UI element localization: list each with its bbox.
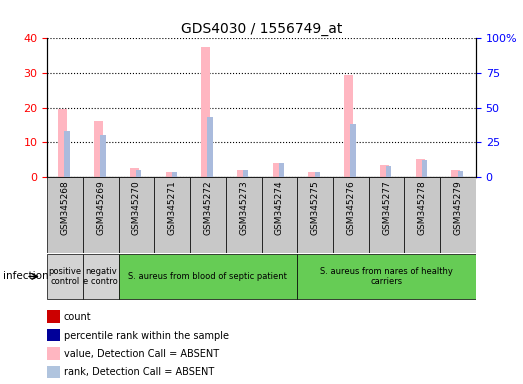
Bar: [297, 177, 333, 253]
Text: value, Detection Call = ABSENT: value, Detection Call = ABSENT: [64, 349, 219, 359]
Bar: [83, 254, 119, 299]
Bar: [237, 170, 246, 177]
Bar: [83, 177, 119, 253]
Bar: [344, 74, 353, 177]
Bar: [47, 254, 83, 299]
Bar: [297, 254, 476, 299]
Bar: [350, 124, 356, 177]
Bar: [422, 160, 427, 177]
Bar: [136, 170, 141, 177]
Bar: [386, 166, 391, 177]
Bar: [207, 117, 213, 177]
Bar: [201, 47, 210, 177]
Text: GSM345270: GSM345270: [132, 180, 141, 235]
Bar: [226, 177, 262, 253]
Text: GSM345279: GSM345279: [453, 180, 462, 235]
Bar: [451, 170, 460, 177]
Text: GSM345269: GSM345269: [96, 180, 105, 235]
Text: negativ
e contro: negativ e contro: [83, 267, 118, 286]
Text: S. aureus from blood of septic patient: S. aureus from blood of septic patient: [129, 272, 287, 281]
Bar: [47, 177, 83, 253]
Bar: [59, 109, 67, 177]
Bar: [119, 177, 154, 253]
Bar: [309, 172, 317, 177]
Bar: [172, 172, 177, 177]
Text: GSM345275: GSM345275: [311, 180, 320, 235]
Text: GSM345274: GSM345274: [275, 180, 284, 235]
Bar: [333, 177, 369, 253]
Title: GDS4030 / 1556749_at: GDS4030 / 1556749_at: [181, 22, 342, 36]
Text: GSM345278: GSM345278: [418, 180, 427, 235]
Text: infection: infection: [3, 271, 48, 281]
Bar: [262, 177, 297, 253]
Text: positive
control: positive control: [48, 267, 82, 286]
Bar: [279, 163, 284, 177]
Bar: [440, 177, 476, 253]
Text: GSM345268: GSM345268: [61, 180, 70, 235]
Bar: [404, 177, 440, 253]
Text: count: count: [64, 312, 92, 322]
Bar: [314, 172, 320, 177]
Text: GSM345272: GSM345272: [203, 180, 212, 235]
Bar: [458, 171, 463, 177]
Bar: [94, 121, 103, 177]
Bar: [369, 177, 404, 253]
Bar: [190, 177, 226, 253]
Bar: [64, 131, 70, 177]
Text: rank, Detection Call = ABSENT: rank, Detection Call = ABSENT: [64, 367, 214, 377]
Bar: [166, 172, 175, 177]
Text: percentile rank within the sample: percentile rank within the sample: [64, 331, 229, 341]
Bar: [273, 163, 282, 177]
Bar: [100, 135, 106, 177]
Bar: [416, 159, 425, 177]
Text: S. aureus from nares of healthy
carriers: S. aureus from nares of healthy carriers: [320, 267, 453, 286]
Bar: [119, 254, 297, 299]
Bar: [130, 168, 139, 177]
Text: GSM345273: GSM345273: [239, 180, 248, 235]
Bar: [154, 177, 190, 253]
Bar: [380, 164, 389, 177]
Text: GSM345271: GSM345271: [168, 180, 177, 235]
Bar: [243, 170, 248, 177]
Text: GSM345276: GSM345276: [346, 180, 355, 235]
Text: GSM345277: GSM345277: [382, 180, 391, 235]
